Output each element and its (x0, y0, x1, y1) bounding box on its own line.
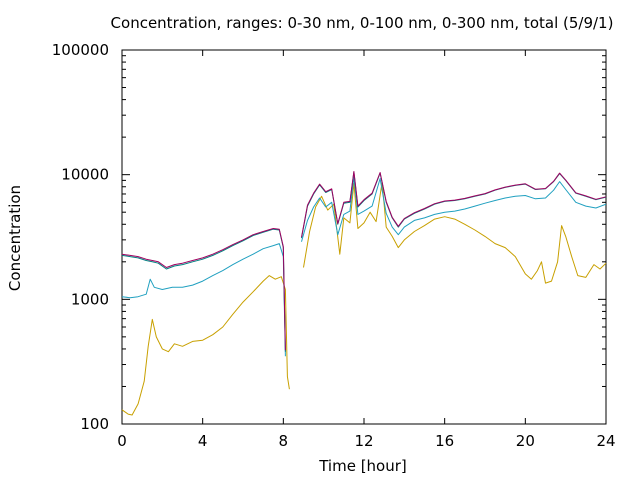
plot-frame (121, 49, 607, 425)
series-line-3 (121, 171, 607, 352)
x-tick-label: 20 (516, 432, 535, 450)
chart-title: Concentration, ranges: 0-30 nm, 0-100 nm… (111, 14, 614, 32)
x-tick-label: 24 (596, 432, 615, 450)
y-axis-label: Concentration (6, 185, 24, 291)
y-tick-label: 100 (80, 415, 109, 433)
y-tick-label: 1000 (71, 290, 109, 308)
y-tick-label: 100000 (52, 41, 109, 59)
x-tick-label: 8 (279, 432, 289, 450)
series-line-2 (121, 176, 607, 357)
x-tick-label: 16 (435, 432, 454, 450)
y-axis: 100 1000 10000 100000 (52, 41, 606, 433)
series-layer (121, 171, 607, 416)
x-tick-label: 12 (354, 432, 373, 450)
series-line-1 (121, 181, 607, 416)
y-tick-label: 10000 (61, 166, 109, 184)
x-axis: 0 4 8 12 16 20 24 (117, 50, 616, 450)
x-tick-label: 4 (198, 432, 208, 450)
series-line-4 (121, 171, 607, 351)
x-tick-label: 0 (117, 432, 127, 450)
x-axis-label: Time [hour] (318, 457, 407, 475)
